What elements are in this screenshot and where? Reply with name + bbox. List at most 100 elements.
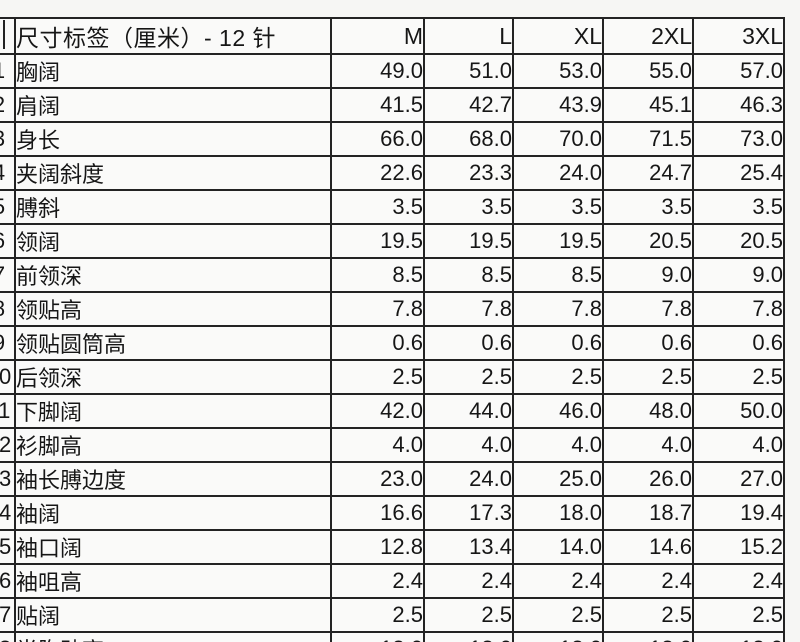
value-cell-m: 0.6	[330, 325, 425, 361]
row-label-cell: 膊斜	[14, 189, 332, 225]
table-row: 3 身长 66.0 68.0 70.0 71.5 73.0	[0, 121, 785, 157]
table-row: 2 肩阔 41.5 42.7 43.9 45.1 46.3	[0, 87, 785, 123]
value-cell-3xl: 2.5	[692, 597, 785, 633]
row-number-cell: 10	[0, 359, 16, 395]
value-cell-xl: 0.6	[512, 325, 604, 361]
row-number-cell: 7	[0, 257, 16, 293]
value-cell-3xl: 50.0	[692, 393, 785, 429]
value-cell-3xl: 46.3	[692, 87, 785, 123]
table-header: 尺寸标签（厘米）- 12 针 M L XL 2XL 3XL	[0, 17, 785, 55]
value-cell-2xl: 13.0	[602, 631, 694, 642]
value-cell-xl: 7.8	[512, 291, 604, 327]
table-row: 7 前领深 8.5 8.5 8.5 9.0 9.0	[0, 257, 785, 293]
value-cell-xl: 24.0	[512, 155, 604, 191]
table-row: 17 贴阔 2.5 2.5 2.5 2.5 2.5	[0, 597, 785, 633]
value-cell-m: 49.0	[330, 53, 425, 89]
value-cell-m: 2.5	[330, 359, 425, 395]
value-cell-xl: 25.0	[512, 461, 604, 497]
value-cell-2xl: 4.0	[602, 427, 694, 463]
row-label-cell: 贴阔	[14, 597, 332, 633]
row-number-cell: 12	[0, 427, 16, 463]
value-cell-2xl: 9.0	[602, 257, 694, 293]
row-number-cell: 3	[0, 121, 16, 157]
value-cell-3xl: 2.5	[692, 359, 785, 395]
row-label-cell: 袖阔	[14, 495, 332, 531]
value-cell-m: 8.5	[330, 257, 425, 293]
row-number-cell: 16	[0, 563, 16, 599]
value-cell-m: 22.6	[330, 155, 425, 191]
value-cell-xl: 2.5	[512, 359, 604, 395]
row-number-cell: 6	[0, 223, 16, 259]
size-header-xl: XL	[512, 17, 604, 55]
value-cell-3xl: 9.0	[692, 257, 785, 293]
value-cell-2xl: 55.0	[602, 53, 694, 89]
value-cell-3xl: 19.4	[692, 495, 785, 531]
header-row: 尺寸标签（厘米）- 12 针 M L XL 2XL 3XL	[0, 17, 785, 55]
size-spec-table: 尺寸标签（厘米）- 12 针 M L XL 2XL 3XL 1 胸阔 49.0 …	[0, 17, 785, 642]
value-cell-l: 7.8	[423, 291, 514, 327]
value-cell-m: 12.8	[330, 529, 425, 565]
row-label-cell: 袖长膊边度	[14, 461, 332, 497]
value-cell-l: 24.0	[423, 461, 514, 497]
value-cell-m: 16.6	[330, 495, 425, 531]
value-cell-l: 4.0	[423, 427, 514, 463]
row-label-cell: 肩阔	[14, 87, 332, 123]
value-cell-xl: 53.0	[512, 53, 604, 89]
value-cell-xl: 2.4	[512, 563, 604, 599]
table-row: 5 膊斜 3.5 3.5 3.5 3.5 3.5	[0, 189, 785, 225]
row-number-cell: 14	[0, 495, 16, 531]
row-label-cell: 袖咀高	[14, 563, 332, 599]
value-cell-3xl: 13.0	[692, 631, 785, 642]
value-cell-2xl: 0.6	[602, 325, 694, 361]
value-cell-l: 13.4	[423, 529, 514, 565]
value-cell-l: 19.5	[423, 223, 514, 259]
value-cell-2xl: 24.7	[602, 155, 694, 191]
row-number-cell: 5	[0, 189, 16, 225]
value-cell-2xl: 2.5	[602, 597, 694, 633]
value-cell-l: 3.5	[423, 189, 514, 225]
row-number-cell: 8	[0, 291, 16, 327]
value-cell-3xl: 7.8	[692, 291, 785, 327]
value-cell-m: 2.5	[330, 597, 425, 633]
value-cell-2xl: 2.4	[602, 563, 694, 599]
value-cell-l: 2.5	[423, 597, 514, 633]
value-cell-xl: 14.0	[512, 529, 604, 565]
table-row: 9 领贴圆筒高 0.6 0.6 0.6 0.6 0.6	[0, 325, 785, 361]
value-cell-xl: 70.0	[512, 121, 604, 157]
clipped-left-edge-artifact	[3, 20, 5, 49]
row-label-cell: 后领深	[14, 359, 332, 395]
value-cell-m: 42.0	[330, 393, 425, 429]
value-cell-l: 13.0	[423, 631, 514, 642]
value-cell-m: 41.5	[330, 87, 425, 123]
table-row: 4 夹阔斜度 22.6 23.3 24.0 24.7 25.4	[0, 155, 785, 191]
value-cell-m: 13.0	[330, 631, 425, 642]
table-row: 10 后领深 2.5 2.5 2.5 2.5 2.5	[0, 359, 785, 395]
value-cell-l: 68.0	[423, 121, 514, 157]
value-cell-3xl: 73.0	[692, 121, 785, 157]
row-label-cell: 袖口阔	[14, 529, 332, 565]
value-cell-l: 44.0	[423, 393, 514, 429]
value-cell-xl: 4.0	[512, 427, 604, 463]
value-cell-l: 0.6	[423, 325, 514, 361]
row-label-cell: 半胸贴高	[14, 631, 332, 642]
value-cell-2xl: 26.0	[602, 461, 694, 497]
value-cell-3xl: 4.0	[692, 427, 785, 463]
row-label-cell: 前领深	[14, 257, 332, 293]
row-label-cell: 身长	[14, 121, 332, 157]
value-cell-m: 3.5	[330, 189, 425, 225]
value-cell-2xl: 45.1	[602, 87, 694, 123]
row-label-cell: 衫脚高	[14, 427, 332, 463]
table-body: 1 胸阔 49.0 51.0 53.0 55.0 57.0 2 肩阔 41.5 …	[0, 53, 785, 642]
table-row: 14 袖阔 16.6 17.3 18.0 18.7 19.4	[0, 495, 785, 531]
value-cell-2xl: 14.6	[602, 529, 694, 565]
value-cell-xl: 19.5	[512, 223, 604, 259]
value-cell-m: 4.0	[330, 427, 425, 463]
row-label-cell: 领阔	[14, 223, 332, 259]
value-cell-3xl: 20.5	[692, 223, 785, 259]
table-row: 11 下脚阔 42.0 44.0 46.0 48.0 50.0	[0, 393, 785, 429]
row-number-cell: 13	[0, 461, 16, 497]
value-cell-xl: 3.5	[512, 189, 604, 225]
value-cell-xl: 18.0	[512, 495, 604, 531]
row-number-cell: 17	[0, 597, 16, 633]
